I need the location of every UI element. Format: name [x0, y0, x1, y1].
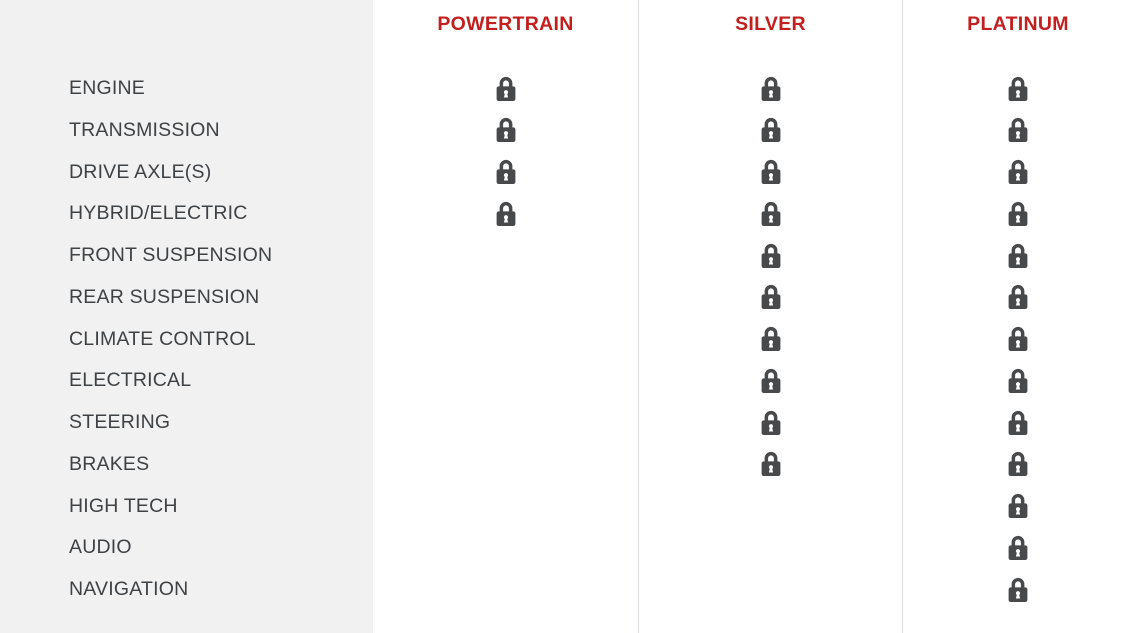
coverage-cell-locked: [903, 324, 1133, 354]
category-label: AUDIO: [69, 536, 132, 559]
plan-header-powertrain: POWERTRAIN: [437, 13, 574, 35]
plan-cells-platinum: [903, 0, 1133, 633]
category-label: FRONT SUSPENSION: [69, 244, 273, 266]
category-label: ELECTRICAL: [69, 369, 192, 392]
coverage-cell-locked: [373, 198, 638, 228]
lock-icon: [1008, 577, 1028, 602]
category-label: BRAKES: [69, 452, 150, 475]
plan-column-silver[interactable]: SILVER: [639, 0, 902, 633]
coverage-cell-locked: [639, 240, 902, 270]
category-label: HIGH TECH: [69, 494, 178, 517]
coverage-cell-locked: [903, 574, 1133, 604]
coverage-cell-locked: [903, 407, 1133, 437]
coverage-cell-locked: [639, 198, 902, 228]
lock-icon: [761, 326, 780, 351]
lock-icon: [1008, 201, 1028, 226]
category-label: NAVIGATION: [69, 578, 189, 600]
lock-icon: [496, 118, 515, 143]
category-label: STEERING: [69, 411, 171, 433]
lock-icon: [761, 285, 780, 310]
plan-header-platinum: PLATINUM: [967, 13, 1069, 35]
lock-icon: [1008, 368, 1028, 393]
coverage-cell-locked: [639, 157, 902, 187]
category-label: CLIMATE CONTROL: [69, 327, 256, 350]
lock-icon: [761, 243, 780, 268]
coverage-cell-locked: [903, 365, 1133, 395]
coverage-cell-locked: [903, 157, 1133, 187]
coverage-cell-locked: [903, 115, 1133, 145]
lock-icon: [1008, 452, 1028, 477]
coverage-cell-locked: [639, 407, 902, 437]
lock-icon: [1008, 535, 1028, 560]
coverage-cell-locked: [373, 73, 638, 103]
coverage-cell-locked: [903, 491, 1133, 521]
lock-icon: [761, 452, 780, 477]
category-label: ENGINE: [69, 77, 145, 99]
category-label: REAR SUSPENSION: [69, 285, 260, 308]
plan-column-platinum[interactable]: PLATINUM: [903, 0, 1133, 633]
coverage-cell-locked: [903, 449, 1133, 479]
category-sidebar: ENGINE TRANSMISSION DRIVE AXLE(S) HYBRID/EL…: [0, 0, 373, 633]
lock-icon: [1008, 118, 1028, 143]
coverage-cell-locked: [903, 198, 1133, 228]
column-divider-silver-platinum: [902, 0, 903, 633]
coverage-cell-locked: [903, 532, 1133, 562]
lock-icon: [496, 76, 515, 101]
coverage-cell-locked: [903, 73, 1133, 103]
coverage-cell-locked: [639, 115, 902, 145]
lock-icon: [1008, 326, 1028, 351]
coverage-cell-locked: [373, 115, 638, 145]
lock-icon: [761, 159, 780, 184]
plan-cells-silver: [639, 0, 902, 633]
category-label: DRIVE AXLE(S): [69, 160, 212, 183]
lock-icon: [496, 201, 515, 226]
lock-icon: [1008, 285, 1028, 310]
coverage-cell-locked: [373, 157, 638, 187]
category-label: HYBRID/ELECTRIC: [69, 202, 248, 225]
coverage-cell-locked: [639, 449, 902, 479]
category-label: TRANSMISSION: [69, 118, 220, 141]
lock-icon: [761, 201, 780, 226]
lock-icon: [496, 159, 515, 184]
lock-icon: [1008, 159, 1028, 184]
coverage-cell-locked: [903, 282, 1133, 312]
column-divider-powertrain-silver: [638, 0, 639, 633]
plan-header-silver: SILVER: [735, 13, 806, 35]
coverage-cell-locked: [639, 282, 902, 312]
coverage-cell-locked: [903, 240, 1133, 270]
lock-icon: [1008, 410, 1028, 435]
lock-icon: [761, 76, 780, 101]
lock-icon: [1008, 243, 1028, 268]
category-label-list: ENGINE TRANSMISSION DRIVE AXLE(S) HYBRID/EL…: [69, 0, 373, 633]
lock-icon: [1008, 76, 1028, 101]
lock-icon: [761, 410, 780, 435]
plan-cells-powertrain: [373, 0, 638, 633]
lock-icon: [1008, 493, 1028, 518]
coverage-cell-locked: [639, 324, 902, 354]
plan-column-powertrain[interactable]: POWERTRAIN: [373, 0, 638, 633]
coverage-cell-locked: [639, 365, 902, 395]
coverage-cell-locked: [639, 73, 902, 103]
lock-icon: [761, 118, 780, 143]
lock-icon: [761, 368, 780, 393]
